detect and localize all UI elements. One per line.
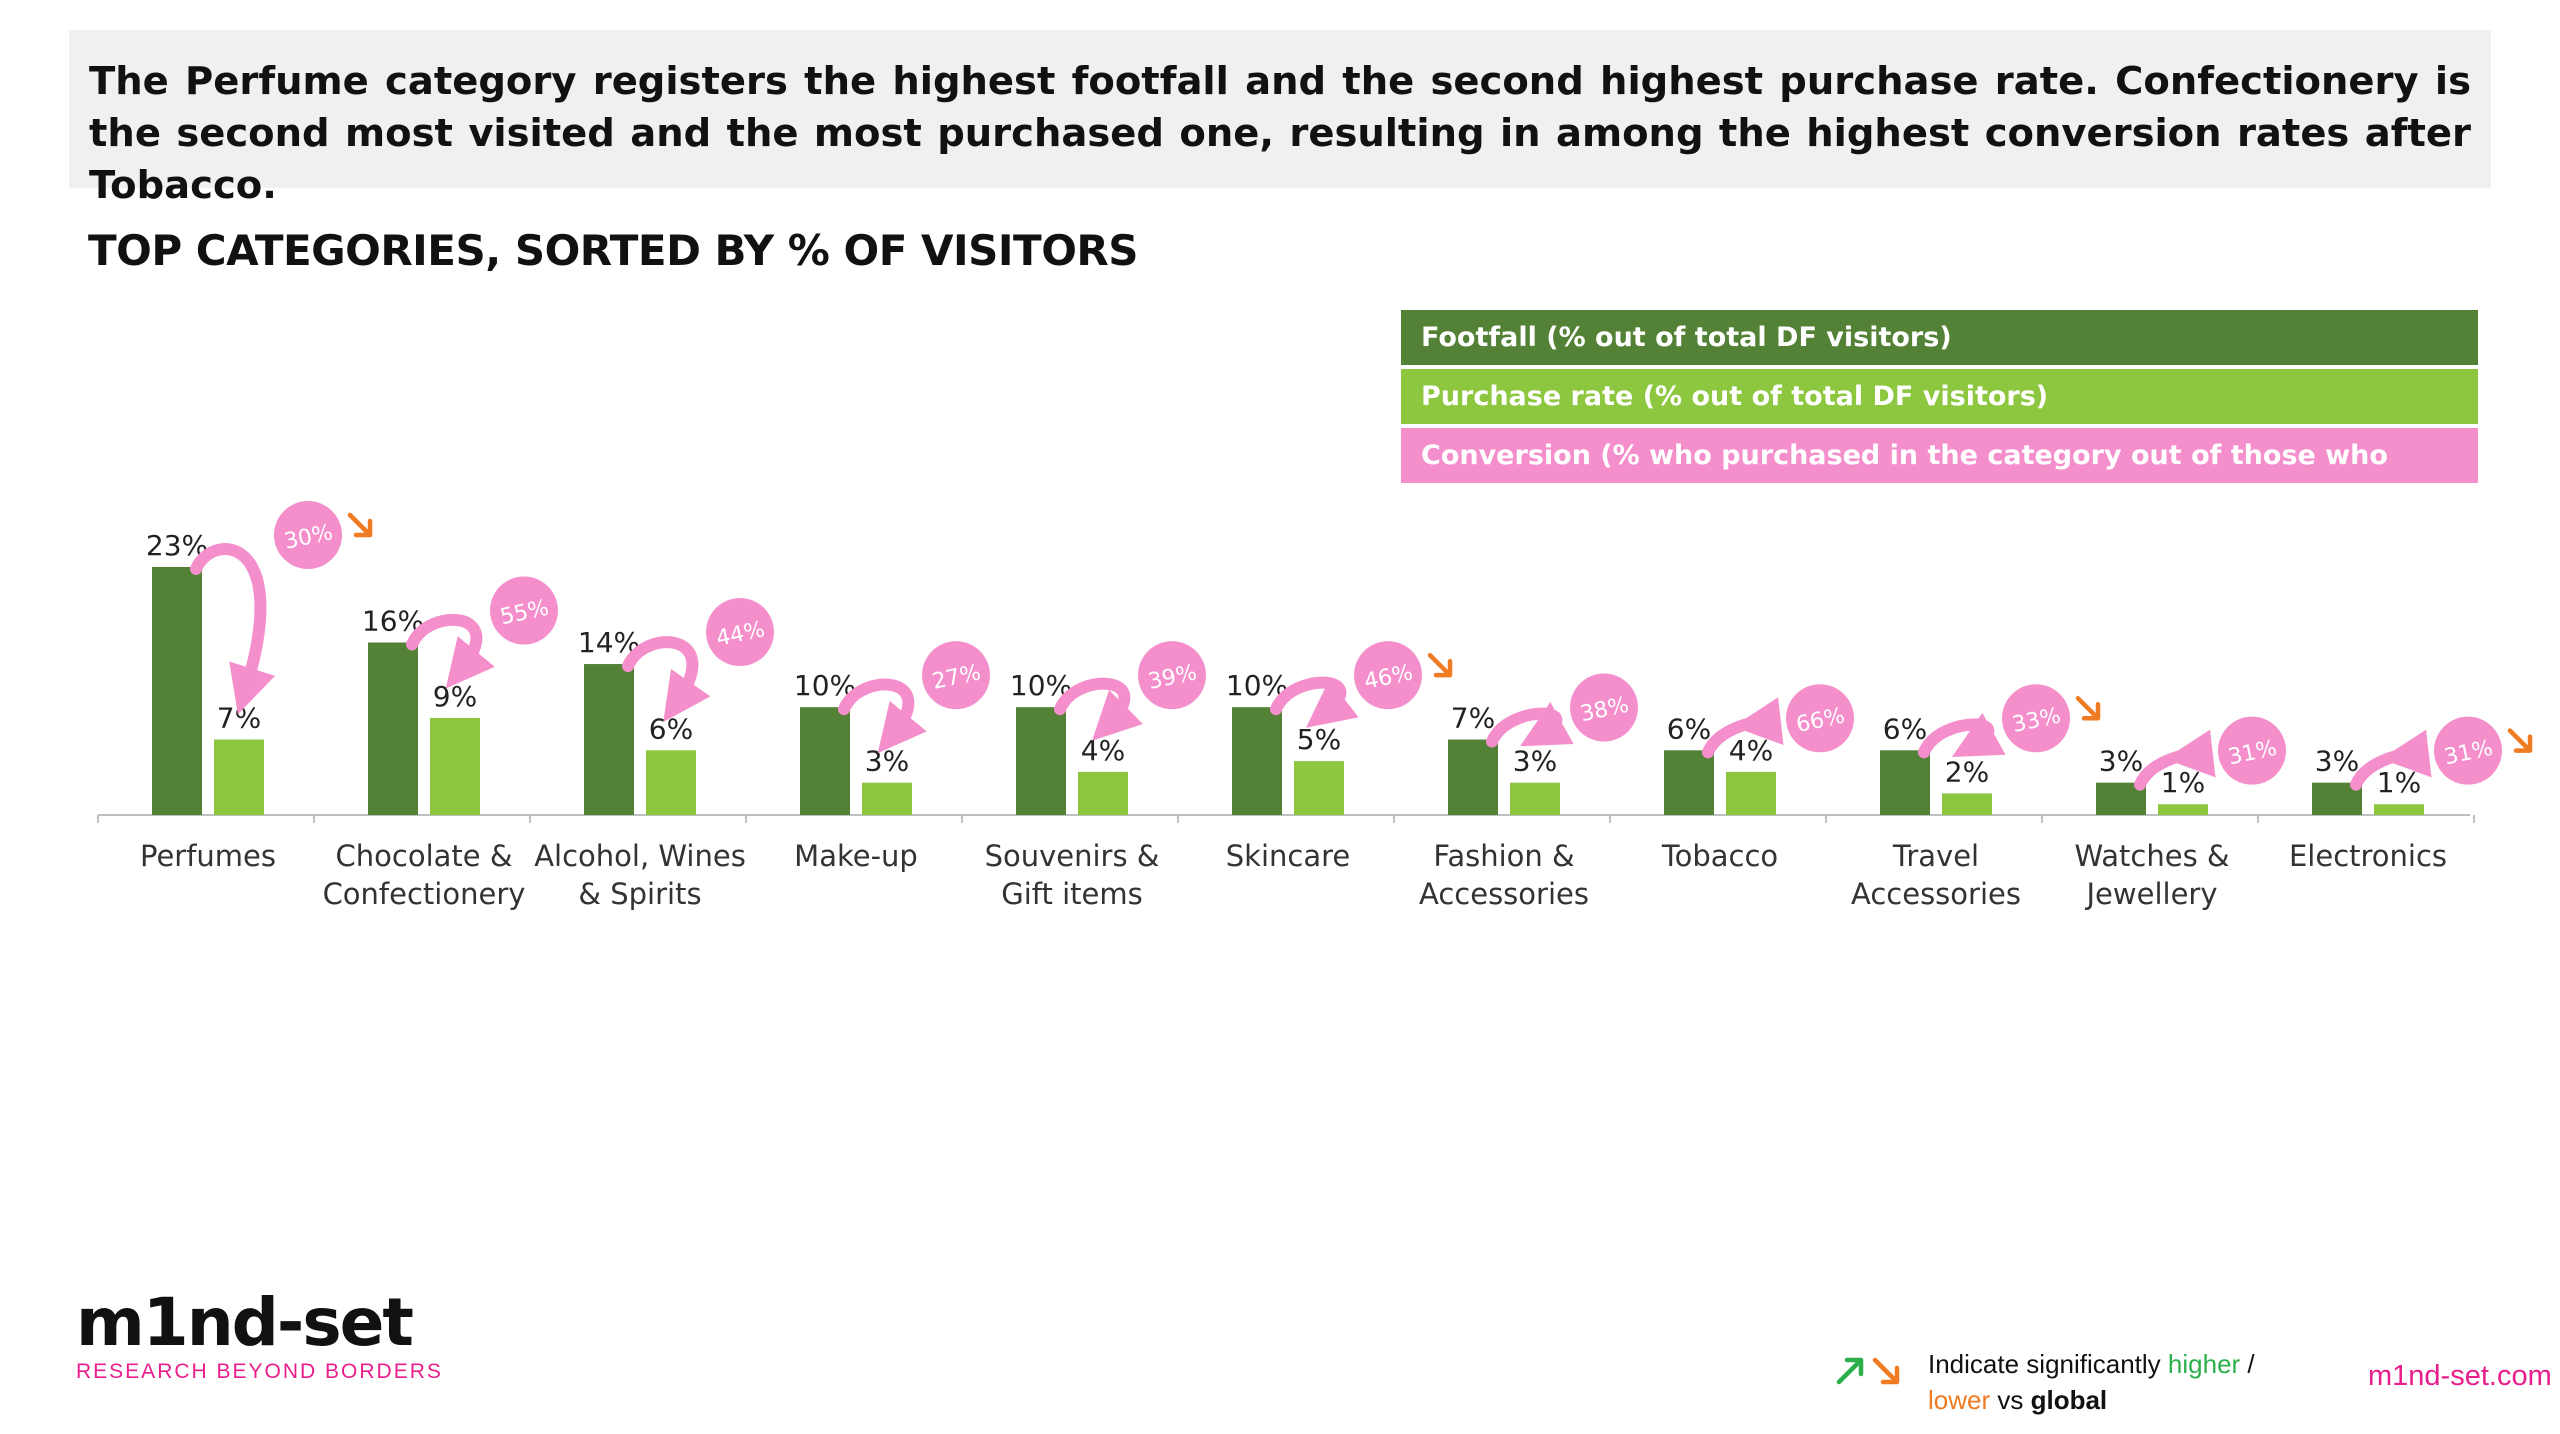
conversion-bubble (490, 576, 558, 645)
data-label-purchase-rate: 4% (1729, 734, 1773, 767)
significance-arrows-icon (1836, 1357, 1900, 1385)
category-label: Chocolate & (336, 839, 513, 873)
conversion-bubble (1138, 641, 1206, 710)
category-label: Accessories (1419, 877, 1589, 911)
category-label: Electronics (2289, 839, 2447, 873)
website-link[interactable]: m1nd-set.com (2368, 1360, 2552, 1392)
category-label: Alcohol, Wines (534, 839, 746, 873)
conversion-bubble (1786, 684, 1854, 753)
category-label: Perfumes (140, 839, 276, 873)
conversion-bubble (2002, 684, 2070, 753)
chart-title: TOP CATEGORIES, SORTED BY % OF VISITORS (88, 226, 1138, 275)
category-label: Fashion & (1433, 839, 1574, 873)
data-label-purchase-rate: 3% (1513, 745, 1557, 778)
conversion-arrow (1054, 677, 1143, 741)
bar-footfall (1664, 750, 1714, 815)
note-lower: lower (1928, 1385, 1991, 1415)
bar-purchase-rate (862, 782, 912, 815)
conversion-bubble (2218, 716, 2286, 785)
bar-purchase-rate (1510, 782, 1560, 815)
bar-footfall (1448, 739, 1498, 815)
note-prefix: Indicate significantly (1928, 1349, 2168, 1379)
conversion-arrow (1486, 702, 1574, 748)
data-label-footfall: 6% (1667, 712, 1711, 745)
data-label-purchase-rate: 9% (433, 680, 477, 713)
conversion-arrow (1918, 712, 2006, 759)
data-label-purchase-rate: 5% (1297, 723, 1341, 756)
category-label: Gift items (1001, 877, 1142, 911)
conversion-arrow (406, 613, 495, 689)
category-label: Accessories (1851, 877, 2021, 911)
bar-footfall (368, 642, 418, 815)
data-label-purchase-rate: 1% (2377, 766, 2421, 799)
bar-purchase-rate (430, 717, 480, 815)
conversion-arrow (622, 636, 711, 723)
bar-footfall (1880, 750, 1930, 815)
bar-purchase-rate (646, 750, 696, 815)
bar-purchase-rate (2158, 804, 2208, 815)
legend-purchase-rate: Purchase rate (% out of total DF visitor… (1401, 369, 2478, 424)
data-label-purchase-rate: 1% (2161, 766, 2205, 799)
category-label: Make-up (794, 839, 918, 873)
data-label-footfall: 3% (2315, 745, 2359, 778)
conversion-bubble (1354, 641, 1422, 710)
conversion-arrow (2350, 729, 2432, 791)
bar-purchase-rate (1294, 761, 1344, 815)
bar-purchase-rate (214, 739, 264, 815)
data-label-purchase-rate: 7% (217, 702, 261, 735)
category-label: Skincare (1226, 839, 1350, 873)
category-label: Souvenirs & (985, 839, 1160, 873)
conversion-bubble (274, 501, 342, 569)
conversion-bubble (922, 641, 990, 710)
data-label-footfall: 3% (2099, 745, 2143, 778)
bar-purchase-rate (1726, 771, 1776, 815)
conversion-arrow (190, 543, 276, 715)
bar-purchase-rate (1078, 771, 1128, 815)
headline: The Perfume category registers the highe… (89, 59, 2471, 208)
bar-purchase-rate (1942, 793, 1992, 815)
category-label: Travel (1892, 839, 1979, 873)
conversion-bubble (2434, 716, 2502, 785)
data-label-purchase-rate: 2% (1945, 755, 1989, 788)
category-label: & Spirits (578, 877, 701, 911)
significance-note-text: Indicate significantly higher / lower vs… (1928, 1346, 2308, 1418)
logo-wordmark: m1nd-set (76, 1284, 414, 1361)
lower-arrow-icon (2507, 728, 2533, 753)
category-label: Tobacco (1661, 839, 1778, 873)
bar-footfall (1016, 707, 1066, 815)
logo-tagline: RESEARCH BEYOND BORDERS (76, 1360, 443, 1383)
bar-footfall (152, 567, 202, 815)
legend: Footfall (% out of total DF visitors) Pu… (1401, 310, 2478, 526)
conversion-arrow (838, 678, 927, 754)
data-label-footfall: 6% (1883, 712, 1927, 745)
bar-footfall (1232, 707, 1282, 815)
conversion-bubble (1570, 673, 1638, 742)
bar-footfall (800, 707, 850, 815)
headline-box: The Perfume category registers the highe… (69, 30, 2491, 208)
note-global: global (2030, 1385, 2108, 1415)
data-label-footfall: 7% (1451, 702, 1495, 735)
mindset-logo: m1nd-set RESEARCH BEYOND BORDERS (76, 1290, 443, 1384)
category-label: Jewellery (2085, 877, 2218, 911)
conversion-bubble (706, 598, 774, 667)
data-label-purchase-rate: 4% (1081, 734, 1125, 767)
category-label: Confectionery (323, 877, 526, 911)
note-higher: higher (2167, 1349, 2241, 1379)
lower-arrow-icon (2075, 696, 2101, 721)
lower-arrow-icon (1427, 652, 1453, 678)
conversion-arrow (1270, 676, 1359, 728)
bar-purchase-rate (2374, 804, 2424, 815)
lower-arrow-icon (347, 512, 373, 538)
note-separator: / (2240, 1349, 2255, 1379)
data-label-purchase-rate: 3% (865, 745, 909, 778)
bar-footfall (584, 664, 634, 815)
category-label: Watches & (2074, 839, 2229, 873)
legend-footfall: Footfall (% out of total DF visitors) (1401, 310, 2478, 365)
conversion-arrow (2134, 729, 2216, 791)
data-label-purchase-rate: 6% (649, 712, 693, 745)
note-vs: vs (1990, 1385, 2031, 1415)
legend-conversion: Conversion (% who purchased in the categ… (1401, 428, 2478, 526)
conversion-arrow (1702, 697, 1784, 759)
